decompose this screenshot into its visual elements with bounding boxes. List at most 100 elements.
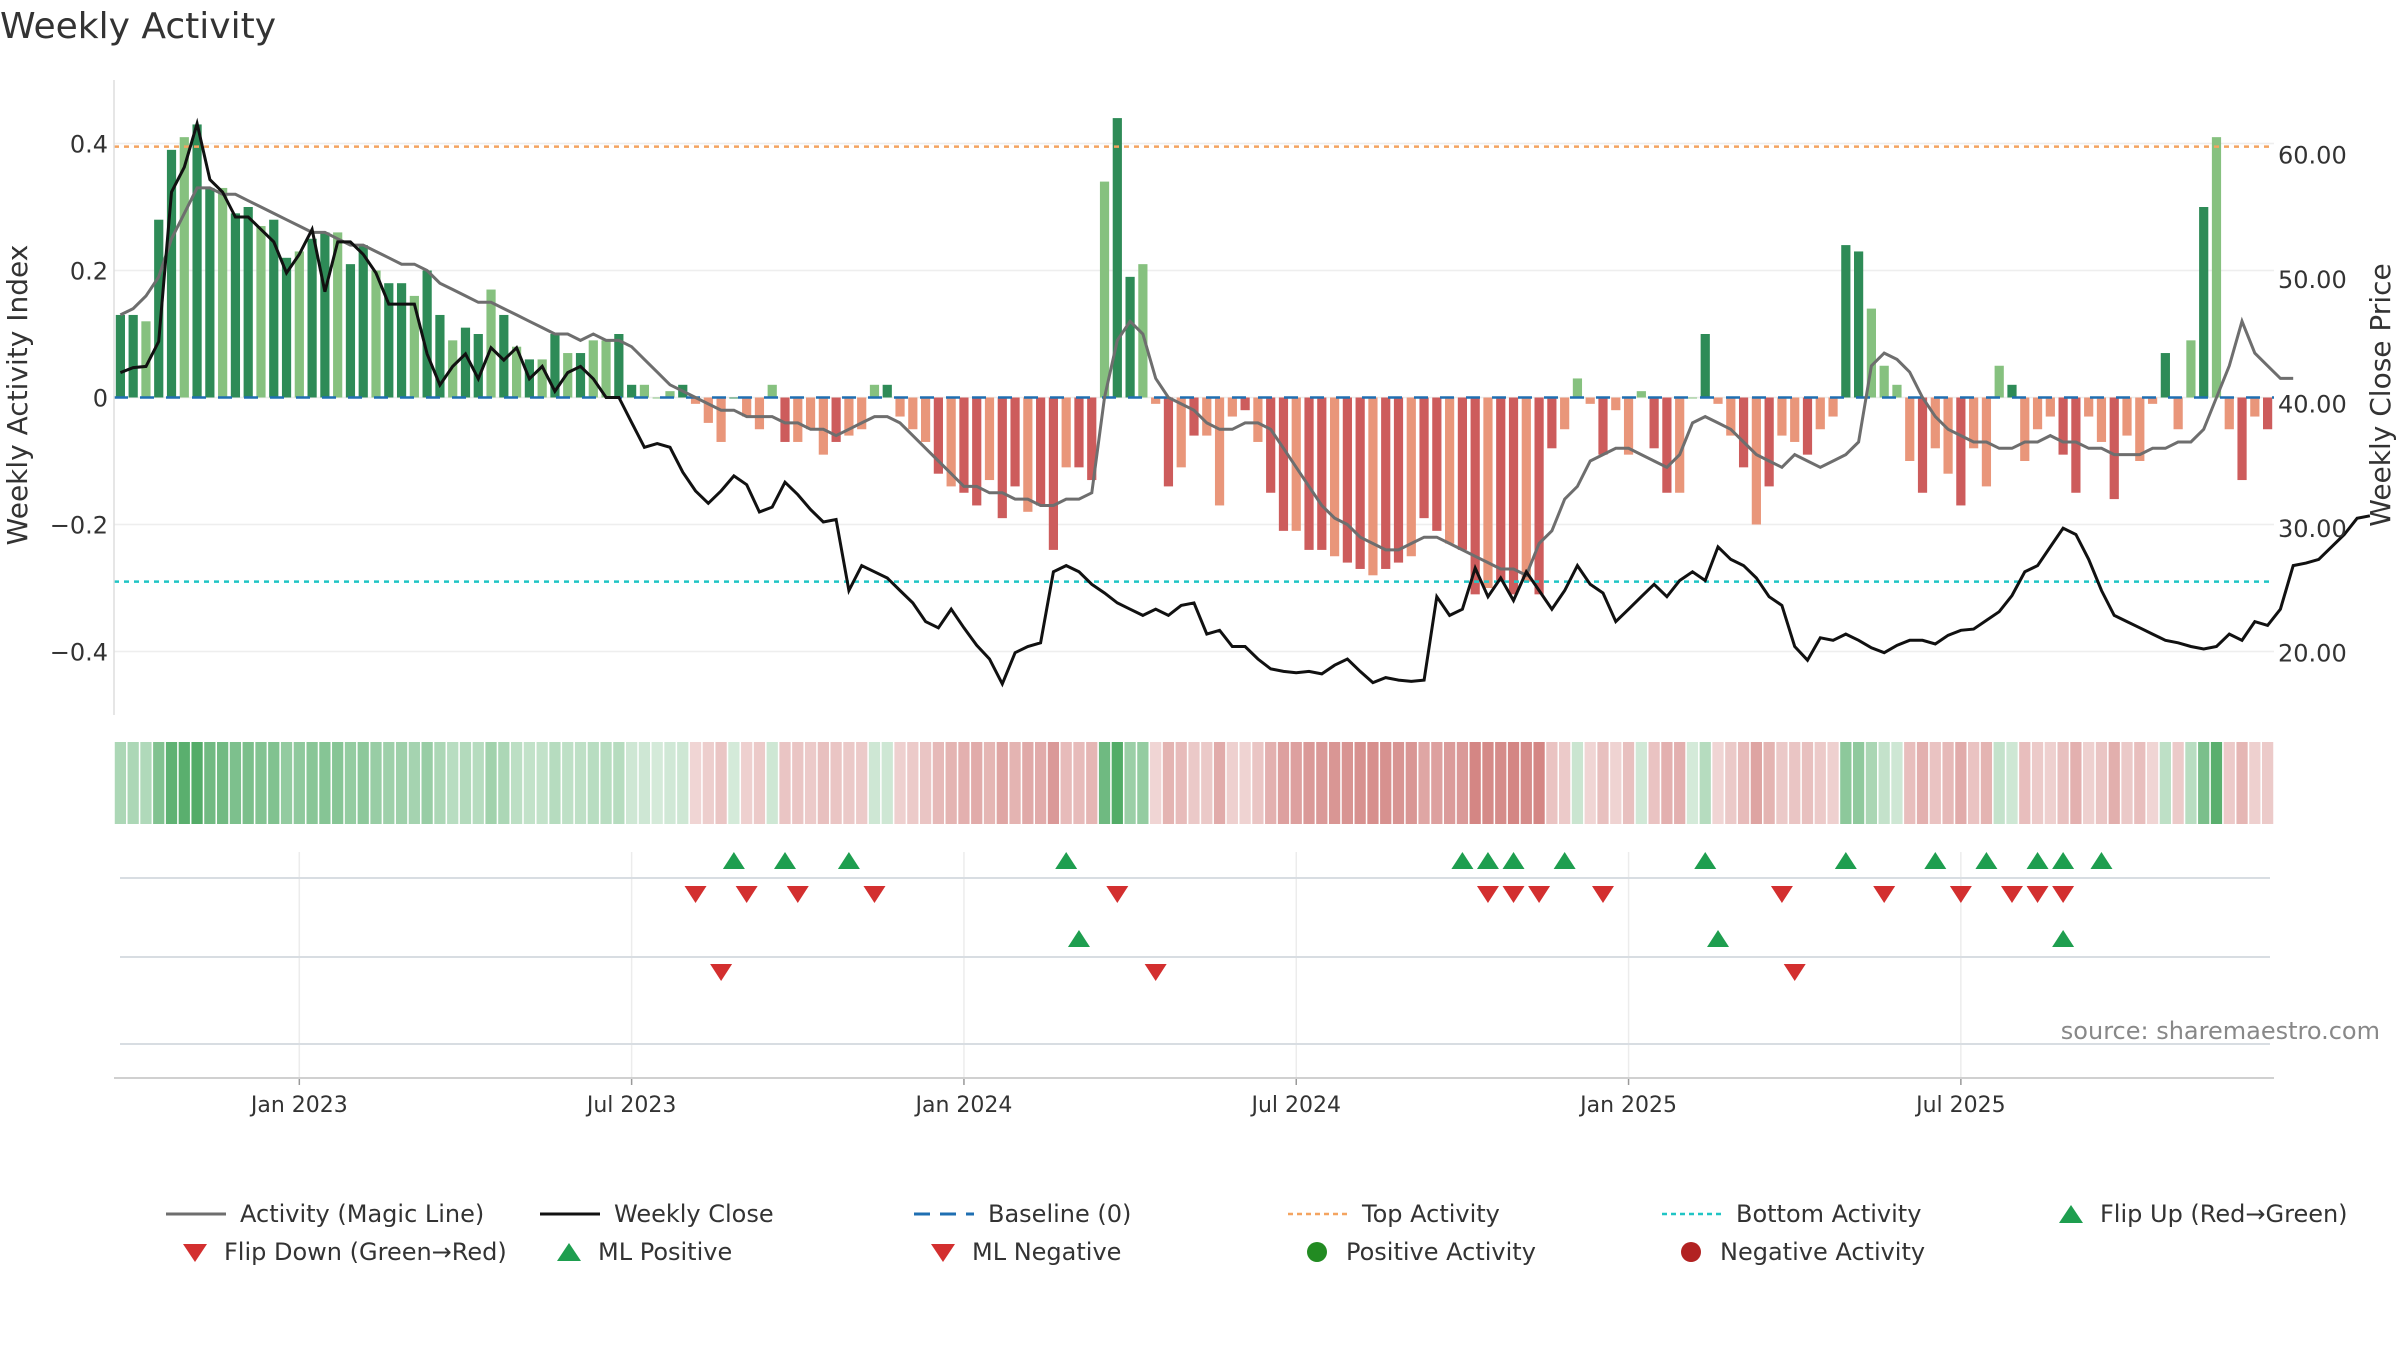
activity-bar [882, 384, 892, 398]
activity-bar [345, 264, 356, 398]
ml-positive-marker [1067, 930, 1090, 947]
activity-strip-cell [1290, 742, 1302, 824]
activity-bar [563, 353, 573, 398]
activity-bar [2122, 397, 2132, 436]
y2-tick-label: 40.00 [2278, 391, 2347, 419]
activity-strip-cell [1904, 742, 1916, 824]
activity-bar [333, 232, 343, 398]
activity-bar [1879, 365, 1889, 398]
activity-bar [1368, 397, 1378, 576]
activity-bar [1061, 397, 1071, 468]
activity-strip-cell [1507, 742, 1520, 824]
activity-bar [1662, 397, 1672, 493]
activity-strip-cell [1124, 742, 1136, 824]
activity-bar [422, 270, 432, 398]
activity-strip-cell [459, 742, 472, 824]
activity-bar [716, 397, 726, 442]
activity-strip-cell [536, 742, 548, 824]
flip-down-marker [1106, 886, 1129, 903]
activity-bar [1815, 397, 1825, 430]
activity-bar [1214, 397, 1225, 506]
activity-bar [1317, 397, 1327, 550]
activity-bar [920, 397, 931, 442]
activity-bar [179, 137, 189, 398]
activity-bar [243, 207, 253, 398]
activity-strip-cell [1495, 742, 1507, 824]
activity-bar [1649, 397, 1659, 449]
activity-bar [1521, 397, 1531, 582]
activity-bar [997, 397, 1007, 519]
legend-label: Negative Activity [1720, 1238, 1926, 1266]
activity-strip-cell [1597, 742, 1609, 824]
y-axis-label: Weekly Activity Index [1, 245, 34, 546]
activity-strip-cell [766, 742, 778, 824]
flip-up-marker [1924, 852, 1947, 869]
ml-positive-marker [1707, 930, 1730, 947]
ml-negative-marker [1783, 964, 1806, 981]
activity-bar [512, 346, 522, 398]
activity-bar [2237, 397, 2247, 481]
activity-strip-cell [2185, 742, 2197, 824]
activity-bar [1994, 365, 2004, 398]
legend-label: ML Positive [598, 1238, 733, 1266]
activity-strip-cell [677, 742, 689, 824]
activity-strip-cell [779, 742, 791, 824]
activity-strip-cell [332, 742, 344, 824]
activity-strip-cell [370, 742, 382, 824]
top-activity-swatch [1288, 1212, 1348, 1216]
activity-strip-cell [319, 742, 331, 824]
activity-bar [2186, 340, 2196, 398]
activity-bar [1151, 397, 1161, 404]
activity-strip-cell [1111, 742, 1123, 824]
activity-strip-cell [1712, 742, 1724, 824]
flip-down-marker [1949, 886, 1972, 903]
activity-strip-cell [434, 742, 446, 824]
activity-strip-cell [2261, 742, 2274, 824]
activity-strip-cell [1852, 742, 1865, 824]
flip-down-marker [1770, 886, 1793, 903]
bottom-activity-swatch [1662, 1212, 1722, 1216]
activity-strip-cell [2198, 742, 2210, 824]
activity-strip-cell [1584, 742, 1596, 824]
y2-tick-label: 60.00 [2278, 142, 2347, 170]
flip-down-triangle-icon [183, 1244, 207, 1262]
activity-bar [384, 283, 394, 398]
activity-bar [1406, 397, 1416, 557]
activity-strip-cell [1047, 742, 1060, 824]
activity-bar [1010, 397, 1020, 487]
activity-bar [933, 397, 943, 474]
activity-bar [2263, 397, 2273, 430]
activity-strip-cell [1252, 742, 1264, 824]
activity-bar [767, 384, 777, 398]
activity-bar [1623, 397, 1634, 455]
activity-strip-cell [1814, 742, 1826, 824]
activity-bar [1087, 397, 1097, 481]
activity-strip-cell [1009, 742, 1021, 824]
y-tick-label: 0.4 [70, 131, 108, 159]
activity-strip-cell [1750, 742, 1762, 824]
activity-bar [1751, 397, 1761, 525]
activity-bar [665, 391, 675, 398]
activity-bar [972, 397, 982, 506]
activity-strip-cell [1303, 742, 1315, 824]
activity-strip-cell [217, 742, 229, 824]
activity-bar [1138, 264, 1148, 398]
source-text: source: sharemaestro.com [2061, 1017, 2380, 1045]
activity-bar [1534, 397, 1544, 595]
activity-strip-cell [983, 742, 996, 824]
activity-strip-cell [229, 742, 242, 824]
activity-bar [703, 397, 713, 423]
activity-strip-cell [1239, 742, 1251, 824]
flip-up-triangle-icon [2059, 1205, 2083, 1223]
activity-strip-cell [1443, 742, 1456, 824]
activity-bar [1342, 397, 1352, 563]
flip-up-marker [722, 852, 745, 869]
activity-bar [550, 334, 560, 398]
activity-bar [409, 295, 419, 398]
flip-up-marker [1553, 852, 1576, 869]
activity-bar [205, 187, 215, 398]
activity-strip-cell [689, 742, 702, 824]
legend-item: Flip Up (Red→Green) [2056, 1196, 2348, 1232]
activity-bar [320, 232, 330, 398]
activity-bar [1240, 397, 1250, 411]
